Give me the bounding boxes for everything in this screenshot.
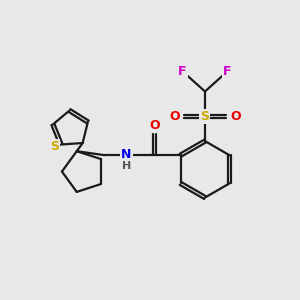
Text: O: O [149, 119, 160, 132]
Text: F: F [223, 65, 232, 78]
Text: O: O [169, 110, 180, 123]
Text: N: N [121, 148, 132, 161]
Text: S: S [50, 140, 59, 152]
Text: O: O [230, 110, 241, 123]
Text: F: F [178, 65, 187, 78]
Text: S: S [200, 110, 209, 123]
Text: H: H [122, 160, 131, 171]
